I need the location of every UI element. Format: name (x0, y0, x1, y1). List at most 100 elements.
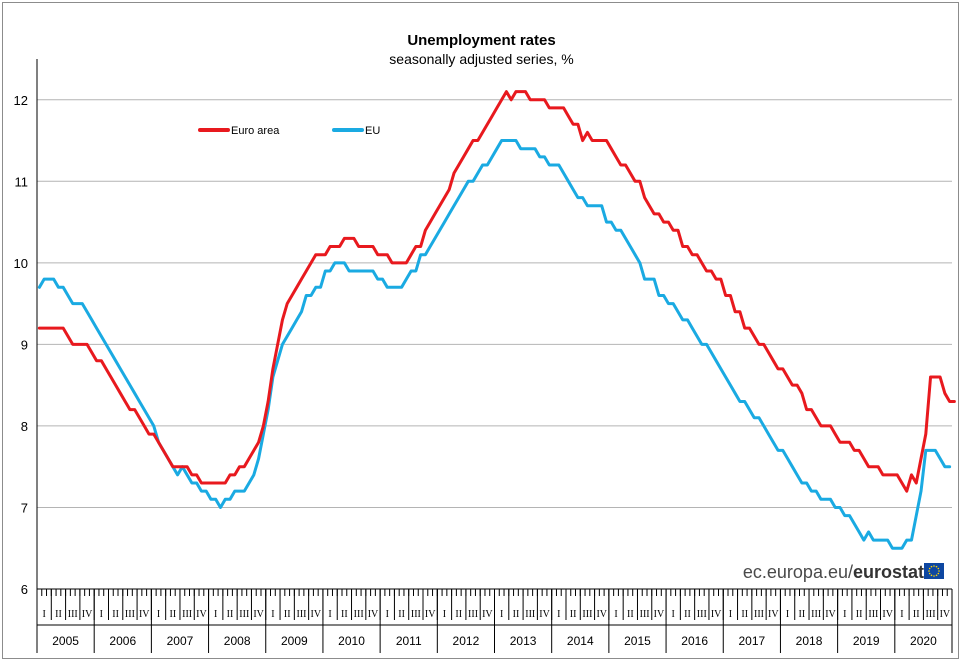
quarter-label: III (354, 609, 364, 620)
chart-title: Unemployment rates (407, 32, 556, 49)
quarter-label: I (500, 609, 503, 620)
legend: Euro area EU (198, 125, 380, 137)
quarter-label: II (799, 609, 806, 620)
quarter-label: I (557, 609, 560, 620)
year-label: 2015 (624, 634, 651, 648)
quarter-label: I (672, 609, 675, 620)
quarter-label: III (468, 609, 478, 620)
x-axis: I II III IV I II III IV I II III IV I II III IV I II III IV… (36, 589, 953, 653)
quarter-label: III (296, 609, 306, 620)
quarter-label: III (125, 609, 135, 620)
quarter-label: IV (768, 609, 779, 620)
quarter-label: I (214, 609, 217, 620)
quarter-label: IV (82, 609, 93, 620)
quarter-label: III (68, 609, 78, 620)
flag-star (933, 575, 935, 577)
quarter-label: II (627, 609, 634, 620)
y-tick-label: 10 (14, 256, 28, 271)
quarter-label: III (182, 609, 192, 620)
quarter-label: IV (139, 609, 150, 620)
year-label: 2006 (109, 634, 136, 648)
quarter-label: IV (196, 609, 207, 620)
flag-star (935, 574, 938, 577)
quarter-label: II (513, 609, 520, 620)
quarter-label: II (227, 609, 234, 620)
y-axis-labels: 6 7 8 9 10 11 12 (14, 93, 28, 597)
quarter-label: II (684, 609, 691, 620)
flag-star (937, 572, 940, 575)
year-label: 2017 (738, 634, 765, 648)
quarter-label: IV (482, 609, 493, 620)
quarter-label: II (913, 609, 920, 620)
quarter-label: IV (882, 609, 893, 620)
y-tick-label: 7 (21, 500, 28, 515)
quarter-label: II (112, 609, 119, 620)
quarter-label: I (42, 609, 45, 620)
eu-flag-icon (924, 563, 944, 579)
quarter-label: IV (368, 609, 379, 620)
y-tick-label: 12 (14, 93, 28, 108)
quarter-label: I (271, 609, 274, 620)
series-line-euro-area (37, 90, 956, 493)
year-label: 2011 (396, 634, 422, 648)
quarter-label: III (811, 609, 821, 620)
quarter-label: II (398, 609, 405, 620)
quarter-label: II (570, 609, 577, 620)
flag-star (937, 567, 940, 570)
brand-name: eurostat (852, 562, 924, 582)
flag-star (928, 572, 931, 575)
quarter-label: III (926, 609, 936, 620)
year-label: 2013 (510, 634, 537, 648)
quarter-label: I (900, 609, 903, 620)
quarter-label: IV (311, 609, 322, 620)
quarter-label: I (100, 609, 103, 620)
quarter-label: III (697, 609, 707, 620)
y-tick-label: 8 (21, 419, 28, 434)
quarter-label: III (754, 609, 764, 620)
year-label: 2020 (910, 634, 937, 648)
year-label: 2009 (281, 634, 308, 648)
quarter-label: I (443, 609, 446, 620)
quarter-label: IV (654, 609, 665, 620)
quarter-label: II (284, 609, 291, 620)
legend-label: Euro area (231, 125, 280, 137)
flag-star (935, 565, 938, 568)
quarter-label: III (868, 609, 878, 620)
quarter-label: IV (825, 609, 836, 620)
year-label: 2014 (567, 634, 594, 648)
series-lines (37, 90, 956, 550)
quarter-label: IV (940, 609, 951, 620)
year-label: 2019 (853, 634, 880, 648)
flag-star (938, 570, 940, 572)
quarter-label: II (741, 609, 748, 620)
quarter-label: IV (253, 609, 264, 620)
year-label: 2016 (681, 634, 708, 648)
quarter-label: III (582, 609, 592, 620)
quarter-label: II (856, 609, 863, 620)
quarter-label: III (239, 609, 249, 620)
quarter-label: III (640, 609, 650, 620)
gridlines (37, 99, 952, 508)
flag-star (933, 565, 935, 567)
year-label: 2008 (224, 634, 251, 648)
quarter-label: II (455, 609, 462, 620)
flag-star (928, 567, 931, 570)
axes (36, 59, 952, 590)
chart-subtitle: seasonally adjusted series, % (389, 51, 574, 67)
year-label: 2007 (167, 634, 194, 648)
quarter-label: IV (425, 609, 436, 620)
quarter-label: I (386, 609, 389, 620)
quarter-label: IV (596, 609, 607, 620)
quarter-label: II (341, 609, 348, 620)
flag-star (930, 574, 933, 577)
quarter-label: I (843, 609, 846, 620)
eurostat-brand[interactable]: ec.europa.eu/eurostat (743, 562, 924, 583)
brand-domain: ec.europa.eu/ (742, 562, 853, 582)
quarter-label: III (411, 609, 421, 620)
year-label: 2005 (52, 634, 79, 648)
y-tick-label: 11 (15, 174, 29, 189)
quarter-label: I (786, 609, 789, 620)
quarter-label: IV (711, 609, 722, 620)
